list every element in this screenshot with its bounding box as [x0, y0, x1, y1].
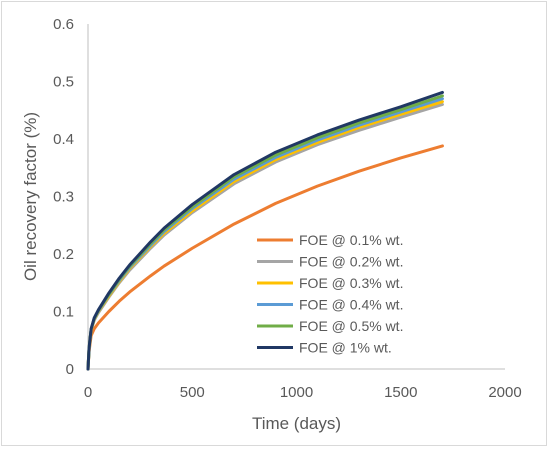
- legend-label: FOE @ 1% wt.: [299, 340, 392, 356]
- y-tick-label: 0.6: [53, 16, 74, 33]
- x-tick-label: 0: [84, 384, 92, 401]
- series-line: [86, 144, 444, 371]
- x-tick-label: 2000: [488, 384, 521, 401]
- legend-label: FOE @ 0.3% wt.: [299, 275, 403, 291]
- legend-label: FOE @ 0.1% wt.: [299, 232, 403, 248]
- legend-label: FOE @ 0.4% wt.: [299, 297, 403, 313]
- y-axis-title: Oil recovery factor (%): [21, 112, 40, 281]
- x-tick-label: 1000: [280, 384, 313, 401]
- y-tick-label: 0.3: [53, 189, 74, 206]
- series-line: [86, 90, 444, 371]
- y-tick-label: 0.1: [53, 304, 74, 321]
- x-tick-label: 1500: [384, 384, 417, 401]
- y-axis-ticks: 0 0.1 0.2 0.3 0.4 0.5 0.6: [53, 16, 74, 378]
- y-tick-label: 0.4: [53, 131, 74, 148]
- legend-label: FOE @ 0.2% wt.: [299, 254, 403, 270]
- series-lines: [86, 90, 444, 371]
- x-axis-ticks: 0 500 1000 1500 2000: [84, 384, 522, 401]
- x-tick-label: 500: [180, 384, 205, 401]
- y-tick-label: 0: [66, 361, 74, 378]
- x-axis-title: Time (days): [252, 414, 341, 433]
- y-tick-label: 0.5: [53, 74, 74, 91]
- y-tick-label: 0.2: [53, 246, 74, 263]
- legend: FOE @ 0.1% wt. FOE @ 0.2% wt. FOE @ 0.3% w…: [257, 232, 403, 356]
- legend-label: FOE @ 0.5% wt.: [299, 318, 403, 334]
